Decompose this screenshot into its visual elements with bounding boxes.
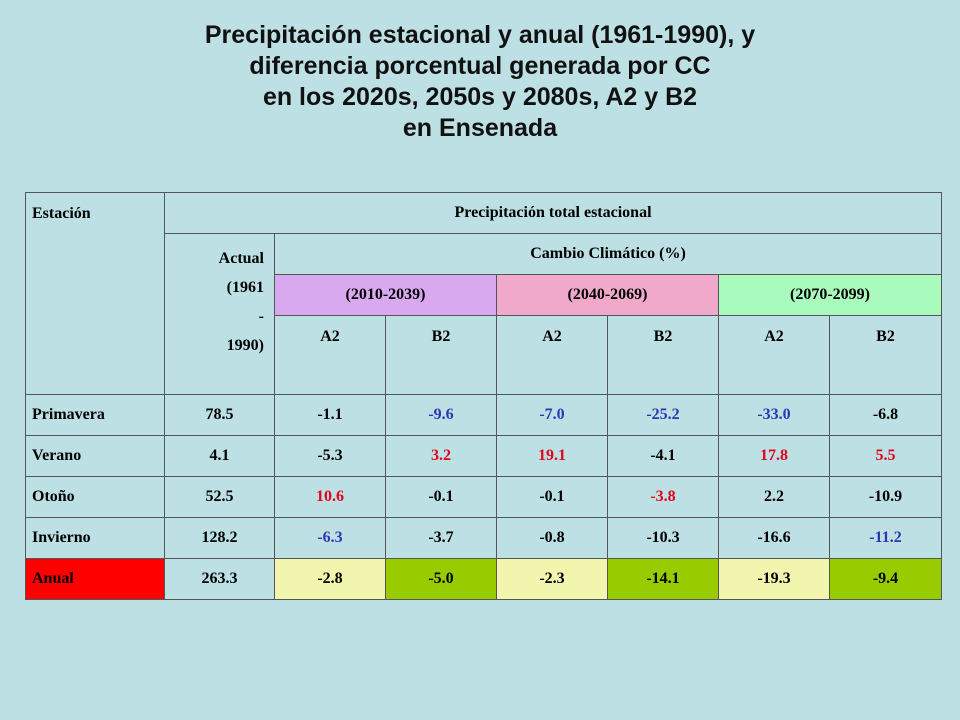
annual-actual-cell: 263.3: [164, 558, 275, 600]
period-row: (2010-2039) (2040-2069) (2070-2099): [26, 274, 943, 316]
actual-header-line-1: Actual: [218, 250, 264, 267]
change-value-cell: -10.9: [828, 476, 943, 518]
precip-header: Precipitación total estacional: [163, 192, 943, 234]
scenario-header: B2: [828, 315, 943, 395]
scenario-row: A2 B2 A2 B2 A2 B2: [26, 315, 943, 395]
actual-header-line-4: 1990): [226, 337, 264, 354]
change-value-cell: -33.0: [718, 394, 830, 436]
period-header-2070-2099: (2070-2099): [717, 274, 943, 316]
change-value-cell: -4.1: [607, 435, 719, 477]
slide-title: Precipitación estacional y anual (1961-1…: [0, 20, 960, 144]
change-value-cell: -6.8: [828, 394, 943, 436]
change-value-cell: -9.6: [385, 394, 497, 436]
annual-change-cell: -2.8: [274, 558, 386, 600]
scenario-header: A2: [496, 315, 608, 395]
period-header-2010-2039: (2010-2039): [274, 274, 497, 316]
change-value-cell: -5.3: [274, 435, 386, 477]
scenario-header: A2: [718, 315, 830, 395]
change-value-cell: -11.2: [828, 517, 943, 559]
annual-change-cell: -5.0: [385, 558, 497, 600]
change-value-cell: -0.1: [496, 476, 608, 518]
title-line-3: en los 2020s, 2050s y 2080s, A2 y B2: [262, 83, 698, 111]
scenario-header: B2: [607, 315, 719, 395]
actual-value-cell: 128.2: [164, 517, 275, 559]
change-value-cell: -16.6: [718, 517, 830, 559]
actual-value-cell: 52.5: [164, 476, 275, 518]
actual-header-line-3: -: [258, 308, 264, 325]
precipitation-table: Estación Precipitación total estacional …: [25, 192, 943, 600]
actual-header-line-2: (1961: [226, 279, 264, 296]
change-value-cell: 5.5: [828, 435, 943, 477]
header-row-1: Estación Precipitación total estacional: [25, 192, 943, 395]
change-value-cell: -1.1: [274, 394, 386, 436]
change-value-cell: -6.3: [274, 517, 386, 559]
cc-header: Cambio Climático (%): [273, 233, 943, 275]
title-line-2: diferencia porcentual generada por CC: [249, 52, 711, 80]
table-row: Invierno 128.2 -6.3 -3.7 -0.8 -10.3 -16.6 -11.2: [25, 517, 943, 559]
station-cell: Verano: [25, 435, 165, 477]
period-header-2040-2069: (2040-2069): [496, 274, 719, 316]
annual-label-cell: Anual: [25, 558, 165, 600]
scenario-header: A2: [274, 315, 386, 395]
change-value-cell: -0.1: [385, 476, 497, 518]
actual-value-cell: 4.1: [164, 435, 275, 477]
scenario-header: B2: [385, 315, 497, 395]
change-value-cell: 19.1: [496, 435, 608, 477]
table-row: Primavera 78.5 -1.1 -9.6 -7.0 -25.2 -33.0 -6.8: [25, 394, 943, 436]
table-row: Verano 4.1 -5.3 3.2 19.1 -4.1 17.8 5.5: [25, 435, 943, 477]
change-value-cell: -3.7: [385, 517, 497, 559]
table-row: Otoño 52.5 10.6 -0.1 -0.1 -3.8 2.2 -10.9: [25, 476, 943, 518]
header-row-2: Actual (1961 - 1990) Cambio Climático (%…: [26, 233, 943, 395]
change-value-cell: -0.8: [496, 517, 608, 559]
annual-change-cell: -19.3: [718, 558, 830, 600]
change-value-cell: 10.6: [274, 476, 386, 518]
change-value-cell: -7.0: [496, 394, 608, 436]
annual-change-cell: -9.4: [828, 558, 943, 600]
change-value-cell: 17.8: [718, 435, 830, 477]
change-value-cell: -3.8: [607, 476, 719, 518]
change-value-cell: -10.3: [607, 517, 719, 559]
change-value-cell: 3.2: [385, 435, 497, 477]
station-cell: Invierno: [25, 517, 165, 559]
change-value-cell: -25.2: [607, 394, 719, 436]
station-cell: Primavera: [25, 394, 165, 436]
station-cell: Otoño: [25, 476, 165, 518]
annual-change-cell: -14.1: [607, 558, 719, 600]
title-line-1: Precipitación estacional y anual (1961-1…: [204, 21, 756, 49]
annual-row: Anual 263.3 -2.8 -5.0 -2.3 -14.1 -19.3 -9.4: [25, 558, 943, 600]
actual-header: Actual (1961 - 1990): [164, 233, 275, 395]
actual-value-cell: 78.5: [164, 394, 275, 436]
annual-change-cell: -2.3: [496, 558, 608, 600]
change-value-cell: 2.2: [718, 476, 830, 518]
title-line-4: en Ensenada: [402, 114, 558, 142]
station-header: Estación: [25, 192, 165, 395]
